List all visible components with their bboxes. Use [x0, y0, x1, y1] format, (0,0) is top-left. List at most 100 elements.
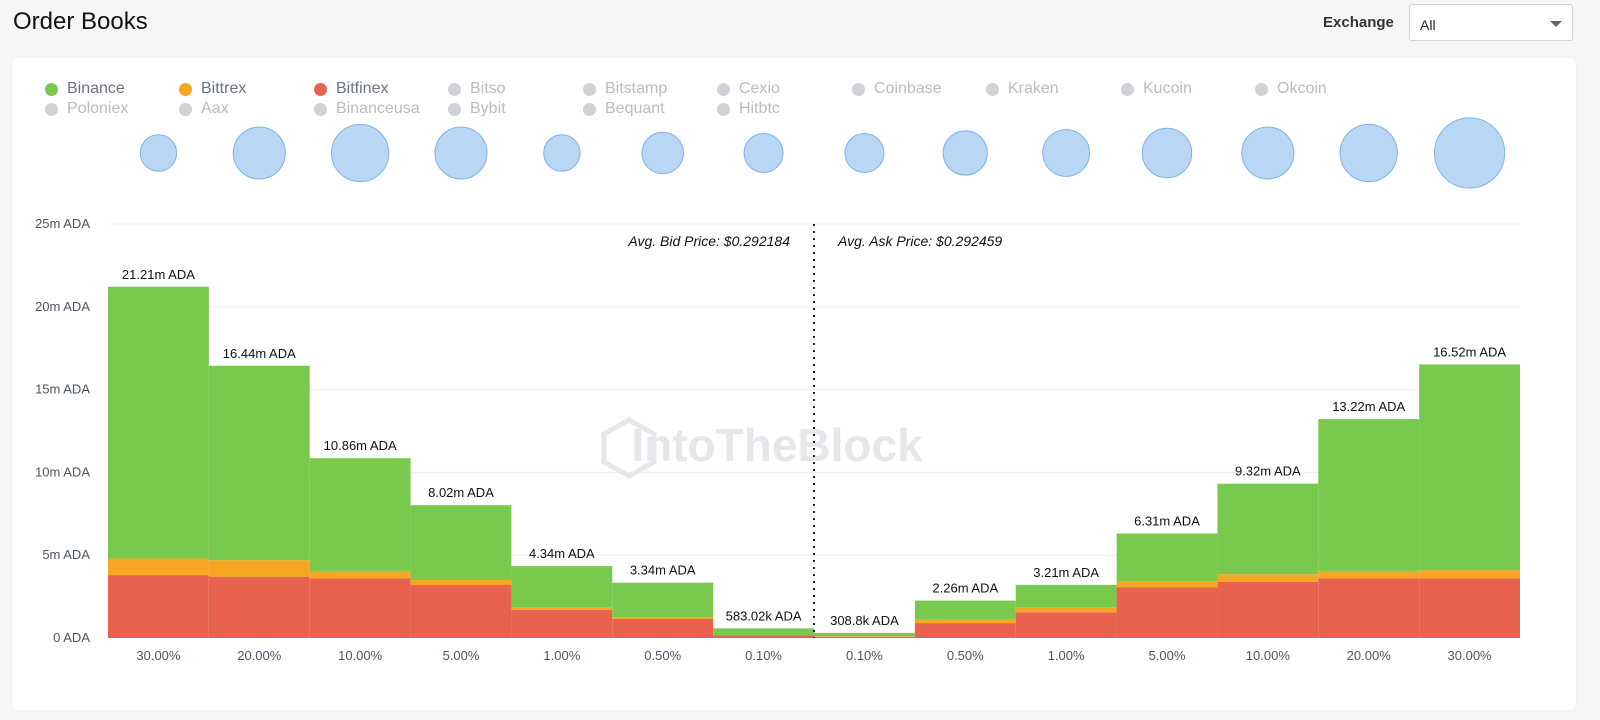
x-tick-label: 20.00%	[1347, 648, 1392, 663]
legend-label: Binanceusa	[336, 100, 420, 117]
legend-dot-icon	[314, 102, 327, 116]
legend-item-kraken[interactable]: Kraken	[986, 79, 1059, 99]
bar-segment-binance	[208, 365, 310, 561]
exchange-select[interactable]: All	[1409, 4, 1573, 41]
legend-item-bitstamp[interactable]: Bitstamp	[583, 79, 667, 99]
bar-segment-bitfinex	[410, 585, 512, 638]
legend-label: Coinbase	[874, 80, 942, 97]
x-tick-label: 30.00%	[136, 648, 181, 663]
legend-item-binanceusa[interactable]: Binanceusa	[314, 99, 420, 119]
legend-dot-icon	[314, 82, 327, 96]
legend-item-kucoin[interactable]: Kucoin	[1121, 79, 1192, 99]
legend-item-cexio[interactable]: Cexio	[717, 79, 780, 99]
legend-dot-icon	[583, 82, 596, 96]
x-tick-label: 10.00%	[1246, 648, 1291, 663]
bar-segment-bittrex	[108, 558, 209, 576]
bar-segment-bitfinex	[1217, 581, 1319, 638]
volume-bubble	[232, 126, 286, 180]
order-book-chart: 0 ADA 5m ADA 10m ADA 15m ADA 20m ADA 25m ADA I…	[35, 117, 1520, 663]
x-tick-label: 1.00%	[543, 648, 580, 663]
legend-dot-icon	[717, 102, 730, 116]
bar-segment-binance	[612, 582, 714, 618]
legend-label: Bitstamp	[605, 80, 668, 97]
data-label: 308.8k ADA	[830, 613, 899, 628]
data-label: 4.34m ADA	[529, 546, 595, 561]
x-tick-label: 5.00%	[443, 648, 480, 663]
volume-bubble	[139, 134, 178, 172]
legend-item-okcoin[interactable]: Okcoin	[1255, 79, 1327, 99]
y-tick-label: 0 ADA	[53, 630, 90, 645]
data-label: 16.52m ADA	[1433, 344, 1506, 359]
legend-dot-icon	[852, 82, 865, 96]
data-label: 16.44m ADA	[223, 346, 296, 361]
data-label: 10.86m ADA	[324, 438, 397, 453]
volume-bubble	[942, 130, 988, 176]
bar-segment-bittrex	[612, 617, 714, 619]
legend-item-aax[interactable]: Aax	[179, 99, 229, 119]
legend-label: Kucoin	[1143, 80, 1192, 97]
bar-segment-bittrex	[208, 560, 310, 577]
legend-label: Bybit	[470, 100, 506, 117]
avg-bid-price-annotation: Avg. Bid Price: $0.292184	[627, 233, 790, 249]
y-tick-label: 25m ADA	[35, 216, 90, 231]
bar-segment-binance	[511, 566, 613, 608]
bar-segment-binance	[309, 458, 411, 571]
legend-item-hitbtc[interactable]: Hitbtc	[717, 99, 780, 119]
legend-item-bequant[interactable]: Bequant	[583, 99, 665, 119]
bar-segment-binance	[1217, 483, 1319, 575]
bar-segment-binance	[914, 600, 1016, 620]
bar-segment-binance	[1419, 364, 1520, 571]
bar-segment-bittrex	[1217, 574, 1319, 582]
bar-segment-bittrex	[1318, 570, 1420, 579]
legend-dot-icon	[179, 82, 192, 96]
x-tick-label: 10.00%	[338, 648, 383, 663]
x-tick-label: 0.10%	[846, 648, 883, 663]
legend-item-bitso[interactable]: Bitso	[448, 79, 506, 99]
legend-dot-icon	[448, 82, 461, 96]
bar-segment-bittrex	[511, 607, 613, 610]
data-label: 13.22m ADA	[1332, 399, 1405, 414]
volume-bubble	[543, 134, 581, 172]
bar-segment-binance	[713, 628, 814, 636]
legend-dot-icon	[179, 102, 192, 116]
legend-label: Okcoin	[1277, 80, 1327, 97]
bar-segment-binance	[108, 286, 209, 559]
data-label: 3.21m ADA	[1033, 565, 1099, 580]
bar-segment-bitfinex	[1015, 612, 1117, 638]
order-book-card: Binance Bittrex Bitfinex Bitso Bitstamp Cexio…	[12, 58, 1576, 710]
y-tick-label: 20m ADA	[35, 299, 90, 314]
bar-segment-bitfinex	[1419, 578, 1520, 638]
legend-item-coinbase[interactable]: Coinbase	[852, 79, 942, 99]
legend-item-poloniex[interactable]: Poloniex	[45, 99, 128, 119]
legend-label: Aax	[201, 100, 229, 117]
bar-segment-bitfinex	[511, 609, 613, 638]
bar-segment-binance	[1116, 533, 1218, 582]
data-label: 583.02k ADA	[726, 608, 802, 623]
bar-segment-bitfinex	[713, 635, 814, 638]
bar-segment-binance	[1015, 584, 1117, 608]
bar-segment-bitfinex	[1318, 578, 1420, 638]
legend-dot-icon	[45, 102, 58, 116]
watermark-logo-icon	[601, 417, 657, 479]
x-tick-label: 0.50%	[644, 648, 681, 663]
data-label: 9.32m ADA	[1235, 464, 1301, 479]
legend-item-bitfinex[interactable]: Bitfinex	[314, 79, 388, 99]
y-tick-label: 15m ADA	[35, 382, 90, 397]
avg-ask-price-annotation: Avg. Ask Price: $0.292459	[837, 233, 1002, 249]
legend-dot-icon	[717, 82, 730, 96]
page-title: Order Books	[13, 8, 148, 35]
volume-bubble	[1433, 117, 1506, 189]
bar-segment-bitfinex	[612, 618, 714, 638]
legend-item-bybit[interactable]: Bybit	[448, 99, 506, 119]
legend-item-binance[interactable]: Binance	[45, 79, 125, 99]
x-tick-label: 0.10%	[745, 648, 782, 663]
volume-bubble	[434, 126, 488, 180]
legend-label: Binance	[67, 80, 125, 97]
legend-dot-icon	[583, 102, 596, 116]
legend-item-bittrex[interactable]: Bittrex	[179, 79, 246, 99]
volume-bubble	[1141, 127, 1193, 179]
volume-bubble	[641, 131, 685, 175]
bar-segment-bittrex	[410, 580, 512, 586]
data-label: 6.31m ADA	[1134, 514, 1200, 529]
volume-bubble	[331, 123, 390, 183]
